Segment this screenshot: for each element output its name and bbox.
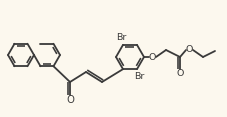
Text: Br: Br xyxy=(115,33,126,42)
Text: O: O xyxy=(66,95,74,105)
Text: O: O xyxy=(185,46,192,55)
Text: O: O xyxy=(148,53,155,62)
Text: Br: Br xyxy=(133,72,143,81)
Text: O: O xyxy=(175,69,183,79)
